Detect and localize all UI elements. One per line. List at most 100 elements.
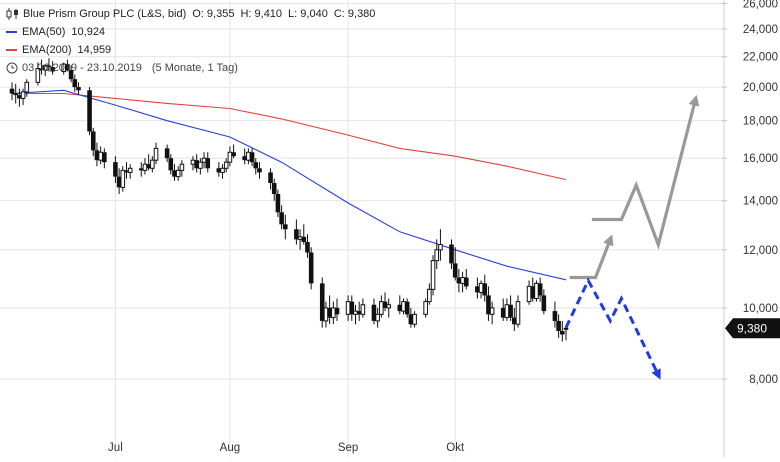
- candle: [102, 148, 107, 169]
- candle: [198, 158, 203, 175]
- legend-ema50-row[interactable]: EMA(50) 10,924: [6, 23, 375, 41]
- candle: [345, 295, 351, 321]
- candle-body: [76, 87, 81, 91]
- candle: [404, 298, 410, 318]
- candle-body: [42, 65, 48, 71]
- candle: [478, 280, 484, 299]
- candle-body: [9, 88, 15, 94]
- candle: [356, 301, 362, 321]
- candle-body: [65, 64, 70, 71]
- candle-body: [541, 295, 547, 312]
- candle-body: [294, 229, 299, 240]
- candle: [116, 168, 122, 194]
- candle: [164, 144, 170, 163]
- candle-body: [401, 301, 406, 312]
- candle: [379, 295, 384, 318]
- y-tick-label: 18,000: [743, 116, 778, 128]
- candle: [150, 156, 155, 173]
- candle-body: [560, 331, 565, 335]
- candle: [72, 74, 78, 92]
- candle: [452, 247, 458, 281]
- candle-body: [463, 277, 469, 287]
- candle-body: [500, 307, 506, 318]
- ema200-line: [12, 92, 567, 181]
- candle: [438, 229, 443, 261]
- candle-body: [526, 285, 532, 303]
- legend-date-range: 03.06.2019 - 23.10.2019: [22, 62, 142, 74]
- candle: [249, 148, 255, 167]
- candle-body: [268, 172, 273, 184]
- candle-body: [308, 252, 314, 284]
- candle-body: [452, 263, 458, 278]
- candle-body: [242, 156, 247, 161]
- y-axis: 8,000 10,000 12,000 14,000 16,000 18,000 20,00…: [722, 0, 778, 457]
- candle-body: [423, 301, 428, 315]
- candle-body: [216, 168, 222, 173]
- last-price-tag-shape: [725, 318, 780, 339]
- candle-body: [142, 163, 148, 171]
- candle: [205, 152, 211, 173]
- candle: [556, 314, 561, 338]
- last-price-tag: 9,380: [725, 318, 780, 339]
- y-tick-label: 8,000: [749, 374, 778, 386]
- candle-body: [382, 301, 388, 308]
- candle-body: [386, 304, 392, 309]
- candle-body: [90, 131, 96, 151]
- bearish-scenario-arrow: [564, 277, 661, 380]
- series-line: [12, 92, 567, 181]
- candle-body: [35, 68, 41, 83]
- candle: [179, 160, 185, 177]
- candle: [65, 59, 70, 72]
- y-tick-label: 24,000: [743, 24, 778, 36]
- candle: [371, 298, 377, 325]
- candle-body: [530, 286, 536, 299]
- ema50-line: [11, 89, 567, 281]
- candle-body: [201, 157, 207, 163]
- candle-body: [146, 164, 151, 169]
- candle: [242, 148, 247, 165]
- y-tick-label: 10,000: [743, 303, 778, 315]
- candle: [305, 234, 310, 258]
- candle: [227, 146, 233, 167]
- candle: [412, 311, 417, 328]
- clock-icon: [6, 62, 18, 74]
- candle-body: [556, 320, 561, 332]
- candle-body: [427, 288, 432, 303]
- legend-open-label: O:: [192, 8, 204, 20]
- candle: [386, 298, 392, 318]
- candle-body: [46, 65, 52, 68]
- candle-body: [102, 152, 107, 163]
- candle-body: [327, 307, 332, 318]
- candle-body: [223, 161, 229, 169]
- legend-ema200-row[interactable]: EMA(200) 14,959: [6, 41, 375, 59]
- x-tick-label: Aug: [220, 442, 240, 454]
- candle: [246, 148, 251, 165]
- candle: [508, 295, 513, 321]
- legend-low-label: L:: [288, 8, 298, 20]
- candle-body: [360, 304, 366, 315]
- candle: [24, 79, 30, 97]
- candle-body: [305, 241, 310, 253]
- candle-body: [489, 307, 495, 315]
- candle-body: [379, 301, 384, 315]
- legend-high-value: 9,410: [254, 8, 283, 20]
- legend-symbol: Blue Prism Group PLC (L&S, bid): [23, 8, 187, 20]
- candle: [537, 277, 543, 302]
- candle: [201, 152, 207, 169]
- ema200-swatch: [6, 49, 17, 51]
- x-tick-label: Sep: [338, 442, 358, 454]
- candle: [301, 224, 307, 245]
- legend-close-value: 9,380: [347, 8, 376, 20]
- candle: [456, 268, 462, 293]
- candle: [42, 64, 48, 77]
- candle-body: [271, 183, 277, 194]
- candle-body: [353, 310, 358, 315]
- candle-body: [120, 169, 126, 188]
- candle-body: [275, 193, 281, 213]
- candle-body: [87, 90, 92, 132]
- candle: [449, 239, 454, 269]
- legend-close: C: 9,380: [334, 5, 376, 23]
- candle: [460, 271, 465, 293]
- candle-body: [297, 236, 303, 240]
- candle-body: [449, 244, 454, 264]
